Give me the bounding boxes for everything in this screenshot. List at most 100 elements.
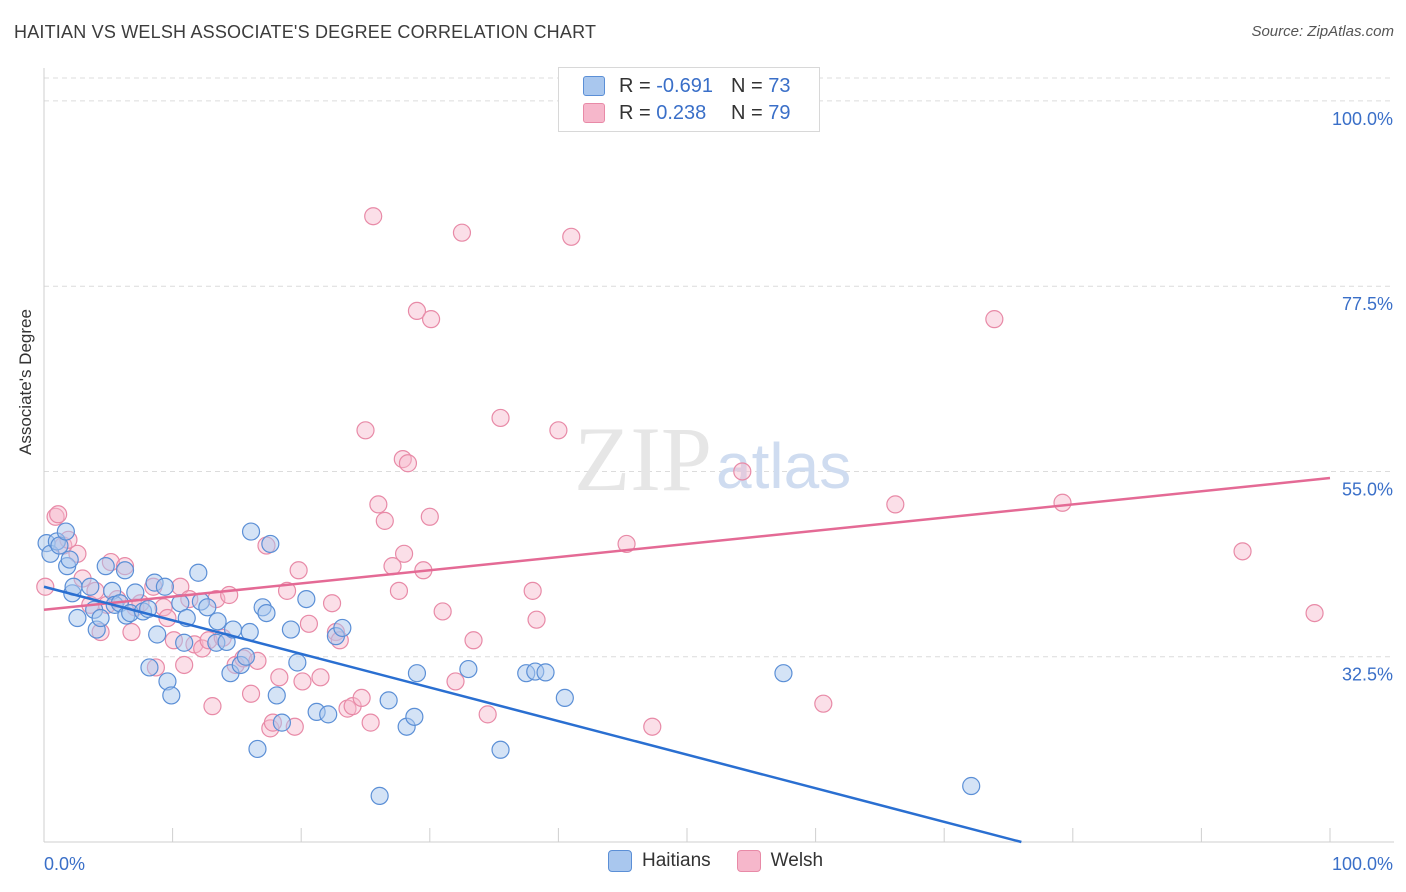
haitians-point bbox=[459, 659, 478, 679]
haitians-point bbox=[261, 534, 280, 554]
legend-n-value: 73 bbox=[768, 74, 791, 97]
haitians-point bbox=[536, 663, 555, 682]
y-tick-label: 100.0% bbox=[1332, 109, 1393, 129]
welsh-point bbox=[617, 534, 636, 554]
legend-row-haitians: R = -0.691 N = 73 bbox=[583, 73, 791, 99]
legend-swatch-haitians bbox=[583, 76, 605, 96]
series-legend-haitians[interactable]: Haitians bbox=[608, 850, 711, 872]
welsh-point bbox=[1053, 493, 1072, 512]
welsh-point bbox=[389, 581, 409, 600]
haitians-point bbox=[962, 776, 981, 796]
watermark: ZIP atlas bbox=[574, 408, 851, 510]
haitians-points bbox=[37, 522, 981, 805]
haitians-point bbox=[140, 658, 159, 677]
haitians-point bbox=[236, 647, 256, 666]
y-tick-label: 55.0% bbox=[1342, 479, 1393, 499]
series-label-welsh: Welsh bbox=[770, 850, 824, 871]
welsh-point bbox=[289, 561, 308, 580]
haitians-point bbox=[257, 603, 276, 623]
welsh-point bbox=[433, 602, 452, 621]
haitians-point bbox=[288, 653, 307, 672]
haitians-trendline bbox=[43, 585, 1022, 844]
welsh-point bbox=[364, 207, 383, 226]
welsh-point bbox=[985, 310, 1004, 329]
haitians-point bbox=[407, 664, 427, 683]
legend-r-value: -0.691 bbox=[656, 74, 713, 97]
welsh-point bbox=[322, 594, 342, 613]
trendlines bbox=[43, 476, 1331, 844]
haitians-point bbox=[96, 557, 115, 576]
haitians-point bbox=[198, 598, 217, 617]
welsh-point bbox=[1233, 542, 1252, 561]
welsh-point bbox=[464, 631, 483, 650]
welsh-point bbox=[122, 622, 141, 642]
series-swatch-haitians bbox=[608, 850, 632, 872]
welsh-point bbox=[293, 672, 312, 691]
haitians-point bbox=[333, 618, 352, 638]
haitians-point bbox=[272, 713, 292, 732]
welsh-point bbox=[311, 668, 330, 687]
haitians-point bbox=[405, 707, 424, 726]
welsh-point bbox=[523, 581, 542, 600]
welsh-point bbox=[203, 697, 222, 716]
welsh-point bbox=[49, 505, 68, 524]
series-legend: Haitians Welsh bbox=[608, 850, 849, 872]
welsh-point bbox=[478, 705, 497, 724]
legend-r-value: 0.238 bbox=[656, 101, 707, 124]
welsh-point bbox=[352, 688, 371, 708]
haitians-point bbox=[91, 608, 110, 628]
welsh-point bbox=[1305, 603, 1324, 623]
series-legend-welsh[interactable]: Welsh bbox=[736, 850, 824, 872]
welsh-point bbox=[562, 227, 581, 246]
welsh-point bbox=[277, 581, 297, 600]
haitians-point bbox=[126, 583, 145, 602]
haitians-point bbox=[555, 688, 574, 708]
welsh-point bbox=[420, 507, 439, 526]
haitians-point bbox=[319, 705, 338, 724]
welsh-point bbox=[361, 713, 380, 732]
welsh-point bbox=[421, 310, 441, 329]
x-tick-labels: 0.0% 100.0% bbox=[44, 854, 1393, 874]
haitians-point bbox=[155, 577, 174, 596]
haitians-point bbox=[148, 625, 167, 644]
welsh-point bbox=[270, 668, 289, 687]
legend-n-label: N = bbox=[731, 74, 763, 97]
welsh-point bbox=[407, 301, 427, 321]
welsh-point bbox=[886, 495, 905, 514]
haitians-point bbox=[248, 739, 267, 759]
welsh-point bbox=[398, 454, 418, 473]
welsh-point bbox=[643, 717, 662, 736]
watermark-atlas: atlas bbox=[716, 430, 851, 502]
welsh-point bbox=[369, 495, 388, 514]
y-axis-label: Associate's Degree bbox=[16, 309, 35, 455]
welsh-point bbox=[299, 614, 319, 633]
welsh-point bbox=[452, 223, 472, 242]
haitians-point bbox=[60, 550, 79, 569]
gridlines bbox=[44, 77, 1394, 658]
correlation-legend: R = -0.691 N = 73 R = 0.238 N = 79 bbox=[558, 67, 820, 132]
haitians-point bbox=[189, 563, 208, 582]
welsh-point bbox=[375, 511, 394, 530]
haitians-point bbox=[81, 577, 100, 596]
legend-n-label: N = bbox=[731, 101, 763, 124]
haitians-point bbox=[162, 686, 181, 705]
watermark-zip: ZIP bbox=[574, 408, 712, 510]
y-tick-label: 77.5% bbox=[1342, 294, 1393, 314]
x-tick-label-max: 100.0% bbox=[1332, 854, 1393, 874]
haitians-point bbox=[267, 686, 286, 705]
haitians-point bbox=[297, 589, 316, 609]
welsh-point bbox=[175, 655, 194, 675]
welsh-point bbox=[241, 684, 261, 703]
welsh-trendline bbox=[43, 476, 1331, 612]
welsh-point bbox=[527, 610, 546, 629]
legend-r-label: R = bbox=[619, 101, 651, 124]
welsh-point bbox=[446, 672, 465, 691]
haitians-point bbox=[379, 691, 398, 710]
series-swatch-welsh bbox=[736, 850, 761, 872]
welsh-point bbox=[46, 507, 65, 526]
series-label-haitians: Haitians bbox=[642, 850, 711, 871]
welsh-point bbox=[549, 421, 568, 440]
welsh-point bbox=[394, 544, 414, 563]
legend-swatch-welsh bbox=[583, 103, 605, 123]
